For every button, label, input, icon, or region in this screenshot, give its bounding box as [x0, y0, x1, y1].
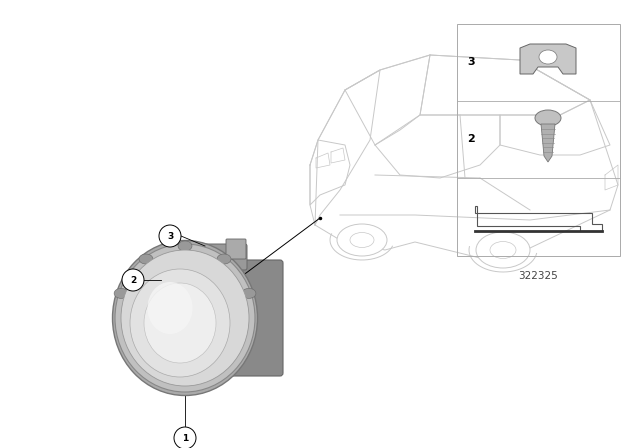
Text: 2: 2 [130, 276, 136, 284]
Ellipse shape [113, 241, 257, 396]
Ellipse shape [476, 232, 530, 268]
Ellipse shape [242, 289, 256, 298]
Circle shape [174, 427, 196, 448]
Polygon shape [520, 44, 576, 74]
Ellipse shape [337, 224, 387, 256]
Ellipse shape [350, 233, 374, 247]
Text: 3: 3 [167, 232, 173, 241]
Ellipse shape [490, 241, 516, 258]
Circle shape [122, 269, 144, 291]
Ellipse shape [147, 282, 193, 334]
Ellipse shape [144, 283, 216, 363]
Ellipse shape [217, 254, 231, 264]
Ellipse shape [178, 241, 192, 251]
FancyBboxPatch shape [188, 244, 247, 270]
Ellipse shape [115, 244, 255, 392]
Ellipse shape [114, 289, 128, 298]
Text: 2: 2 [467, 134, 475, 144]
Ellipse shape [139, 254, 153, 264]
Text: 1: 1 [182, 434, 188, 443]
Text: 322325: 322325 [518, 271, 558, 281]
Ellipse shape [539, 50, 557, 64]
Ellipse shape [121, 250, 249, 386]
FancyBboxPatch shape [197, 260, 283, 376]
Polygon shape [541, 124, 555, 162]
Ellipse shape [130, 269, 230, 377]
Circle shape [159, 225, 181, 247]
Ellipse shape [535, 110, 561, 126]
FancyBboxPatch shape [226, 239, 246, 259]
Bar [457, 24, 620, 256]
Text: 3: 3 [467, 57, 475, 67]
